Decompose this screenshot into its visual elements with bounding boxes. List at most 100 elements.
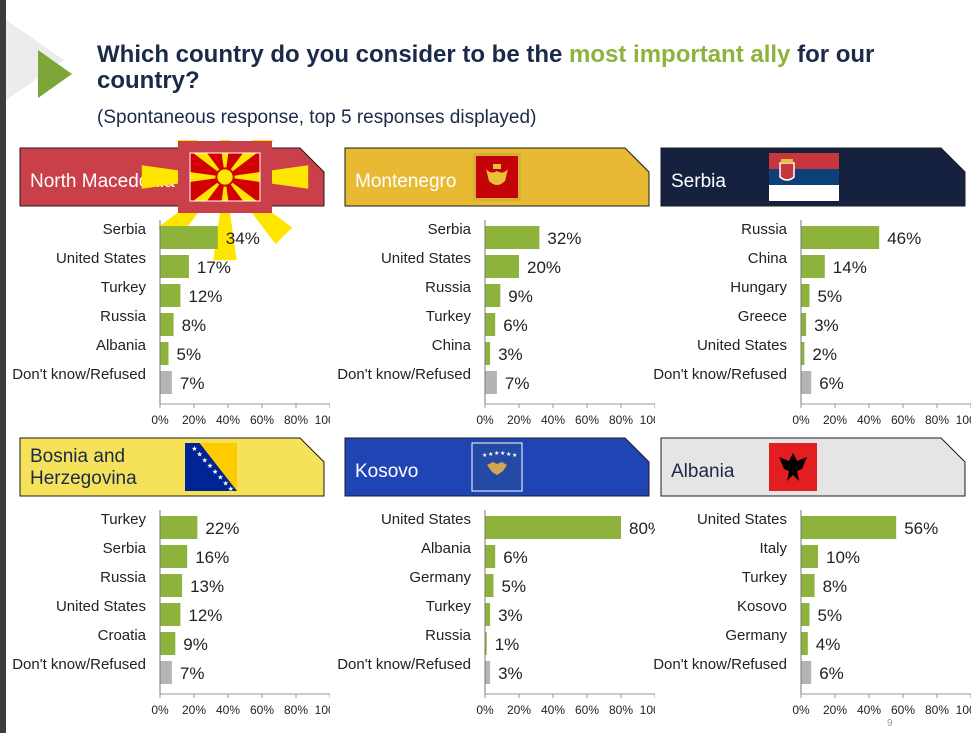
chart-title-line: Bosnia and [30, 446, 125, 467]
value-label: 7% [180, 664, 205, 683]
title-text-2: for our country? [97, 41, 875, 94]
flag-sun-ray [213, 177, 237, 261]
bar [801, 545, 818, 568]
flag-star: ★ [500, 450, 505, 457]
bar [801, 574, 815, 597]
category-label: Turkey [101, 279, 147, 296]
bar [160, 545, 188, 568]
x-tick-label: 100% [315, 413, 330, 427]
chart-title-line: Montenegro [355, 171, 456, 192]
category-label: Turkey [742, 569, 788, 586]
flag-star: ★ [212, 468, 218, 476]
category-label: Germany [725, 627, 787, 644]
bar-dont-know [801, 371, 812, 394]
value-label: 13% [190, 577, 224, 596]
value-label: 46% [887, 229, 921, 248]
category-label: Don't know/Refused [337, 366, 471, 383]
bar [801, 632, 808, 655]
bar [160, 632, 176, 655]
value-label: 56% [904, 519, 938, 538]
x-tick-label: 40% [216, 413, 240, 427]
category-label: Albania [421, 540, 472, 557]
flag-stripe-white [769, 185, 839, 201]
category-label: Serbia [103, 221, 147, 238]
x-tick-label: 40% [541, 413, 565, 427]
flag-crown [781, 159, 793, 163]
title-text-1: Which country do you consider to be the [97, 41, 570, 68]
x-tick-label: 100% [956, 413, 971, 427]
flag-icon [769, 153, 839, 201]
flag-trim [178, 153, 190, 201]
value-label: 3% [498, 664, 523, 683]
value-label: 14% [833, 258, 867, 277]
category-label: Germany [409, 569, 471, 586]
category-label: Russia [425, 279, 472, 296]
bar [485, 603, 491, 626]
flag-icon [769, 443, 817, 491]
bar [485, 284, 501, 307]
bar [485, 516, 621, 539]
x-tick-label: 100% [956, 703, 971, 717]
bar-dont-know [160, 371, 172, 394]
category-label: Kosovo [737, 598, 787, 615]
bar [801, 284, 810, 307]
category-label: Albania [96, 337, 147, 354]
title-accent: most important ally [569, 41, 791, 68]
panel-kosovo: Kosovo★★★★★★United States80%Albania6%Ger… [325, 430, 655, 720]
value-label: 8% [182, 316, 207, 335]
bar [160, 226, 218, 249]
bar [160, 255, 189, 278]
chart-title: Bosnia and Herzegovina [30, 446, 137, 489]
flag-star: ★ [222, 479, 228, 487]
category-label: Don't know/Refused [653, 656, 787, 673]
panel-serbia: Serbia Russia 46% China 14% Hungary 5% Greece 3%… [641, 140, 971, 430]
value-label: 34% [226, 229, 260, 248]
category-label: Italy [759, 540, 787, 557]
category-label: Don't know/Refused [337, 656, 471, 673]
value-label: 5% [177, 345, 202, 364]
bar [160, 603, 181, 626]
value-label: 6% [503, 316, 528, 335]
panel-bosnia-and-herzegovina: Bosnia and Herzegovina ★ ★ ★ ★ ★ ★ ★ ★ Turkey 22% Se… [0, 430, 330, 720]
chart-title-line: Herzegovina [30, 468, 137, 489]
value-label: 6% [503, 548, 528, 567]
flag-star: ★ [191, 445, 197, 453]
x-tick-label: 100% [640, 703, 655, 717]
bar [485, 342, 491, 365]
x-tick-label: 40% [857, 413, 881, 427]
flag-star: ★ [196, 451, 202, 459]
value-label: 17% [197, 258, 231, 277]
value-label: 3% [498, 345, 523, 364]
flag-icon: ★ ★ ★ ★ ★ ★ [471, 442, 523, 492]
flag-border [189, 152, 261, 202]
category-label: Russia [741, 221, 788, 238]
flag-coat-of-arms [779, 162, 795, 181]
value-label: 9% [183, 635, 208, 654]
value-label: 3% [498, 606, 523, 625]
bar [801, 342, 805, 365]
category-label: United States [697, 511, 787, 528]
category-label: China [748, 250, 788, 267]
x-tick-label: 40% [541, 703, 565, 717]
category-label: Turkey [426, 308, 472, 325]
value-label: 4% [816, 635, 841, 654]
x-tick-label: 60% [250, 703, 274, 717]
x-tick-label: 60% [891, 703, 915, 717]
x-tick-label: 100% [315, 703, 330, 717]
chart-title-line: Serbia [671, 171, 726, 192]
value-label: 9% [508, 287, 533, 306]
value-label: 1% [495, 635, 520, 654]
category-label: Croatia [98, 627, 147, 644]
x-tick-label: 40% [857, 703, 881, 717]
x-tick-label: 80% [609, 703, 633, 717]
flag-icon: ★★★★★★★★ [185, 443, 237, 493]
x-tick-label: 0% [792, 703, 810, 717]
category-label: Turkey [101, 511, 147, 528]
x-tick-label: 60% [891, 413, 915, 427]
category-label: Hungary [730, 279, 787, 296]
chart-title: Montenegro [355, 171, 456, 192]
x-tick-label: 40% [216, 703, 240, 717]
bar [801, 226, 880, 249]
x-tick-label: 20% [182, 703, 206, 717]
flag-trim [178, 141, 272, 153]
